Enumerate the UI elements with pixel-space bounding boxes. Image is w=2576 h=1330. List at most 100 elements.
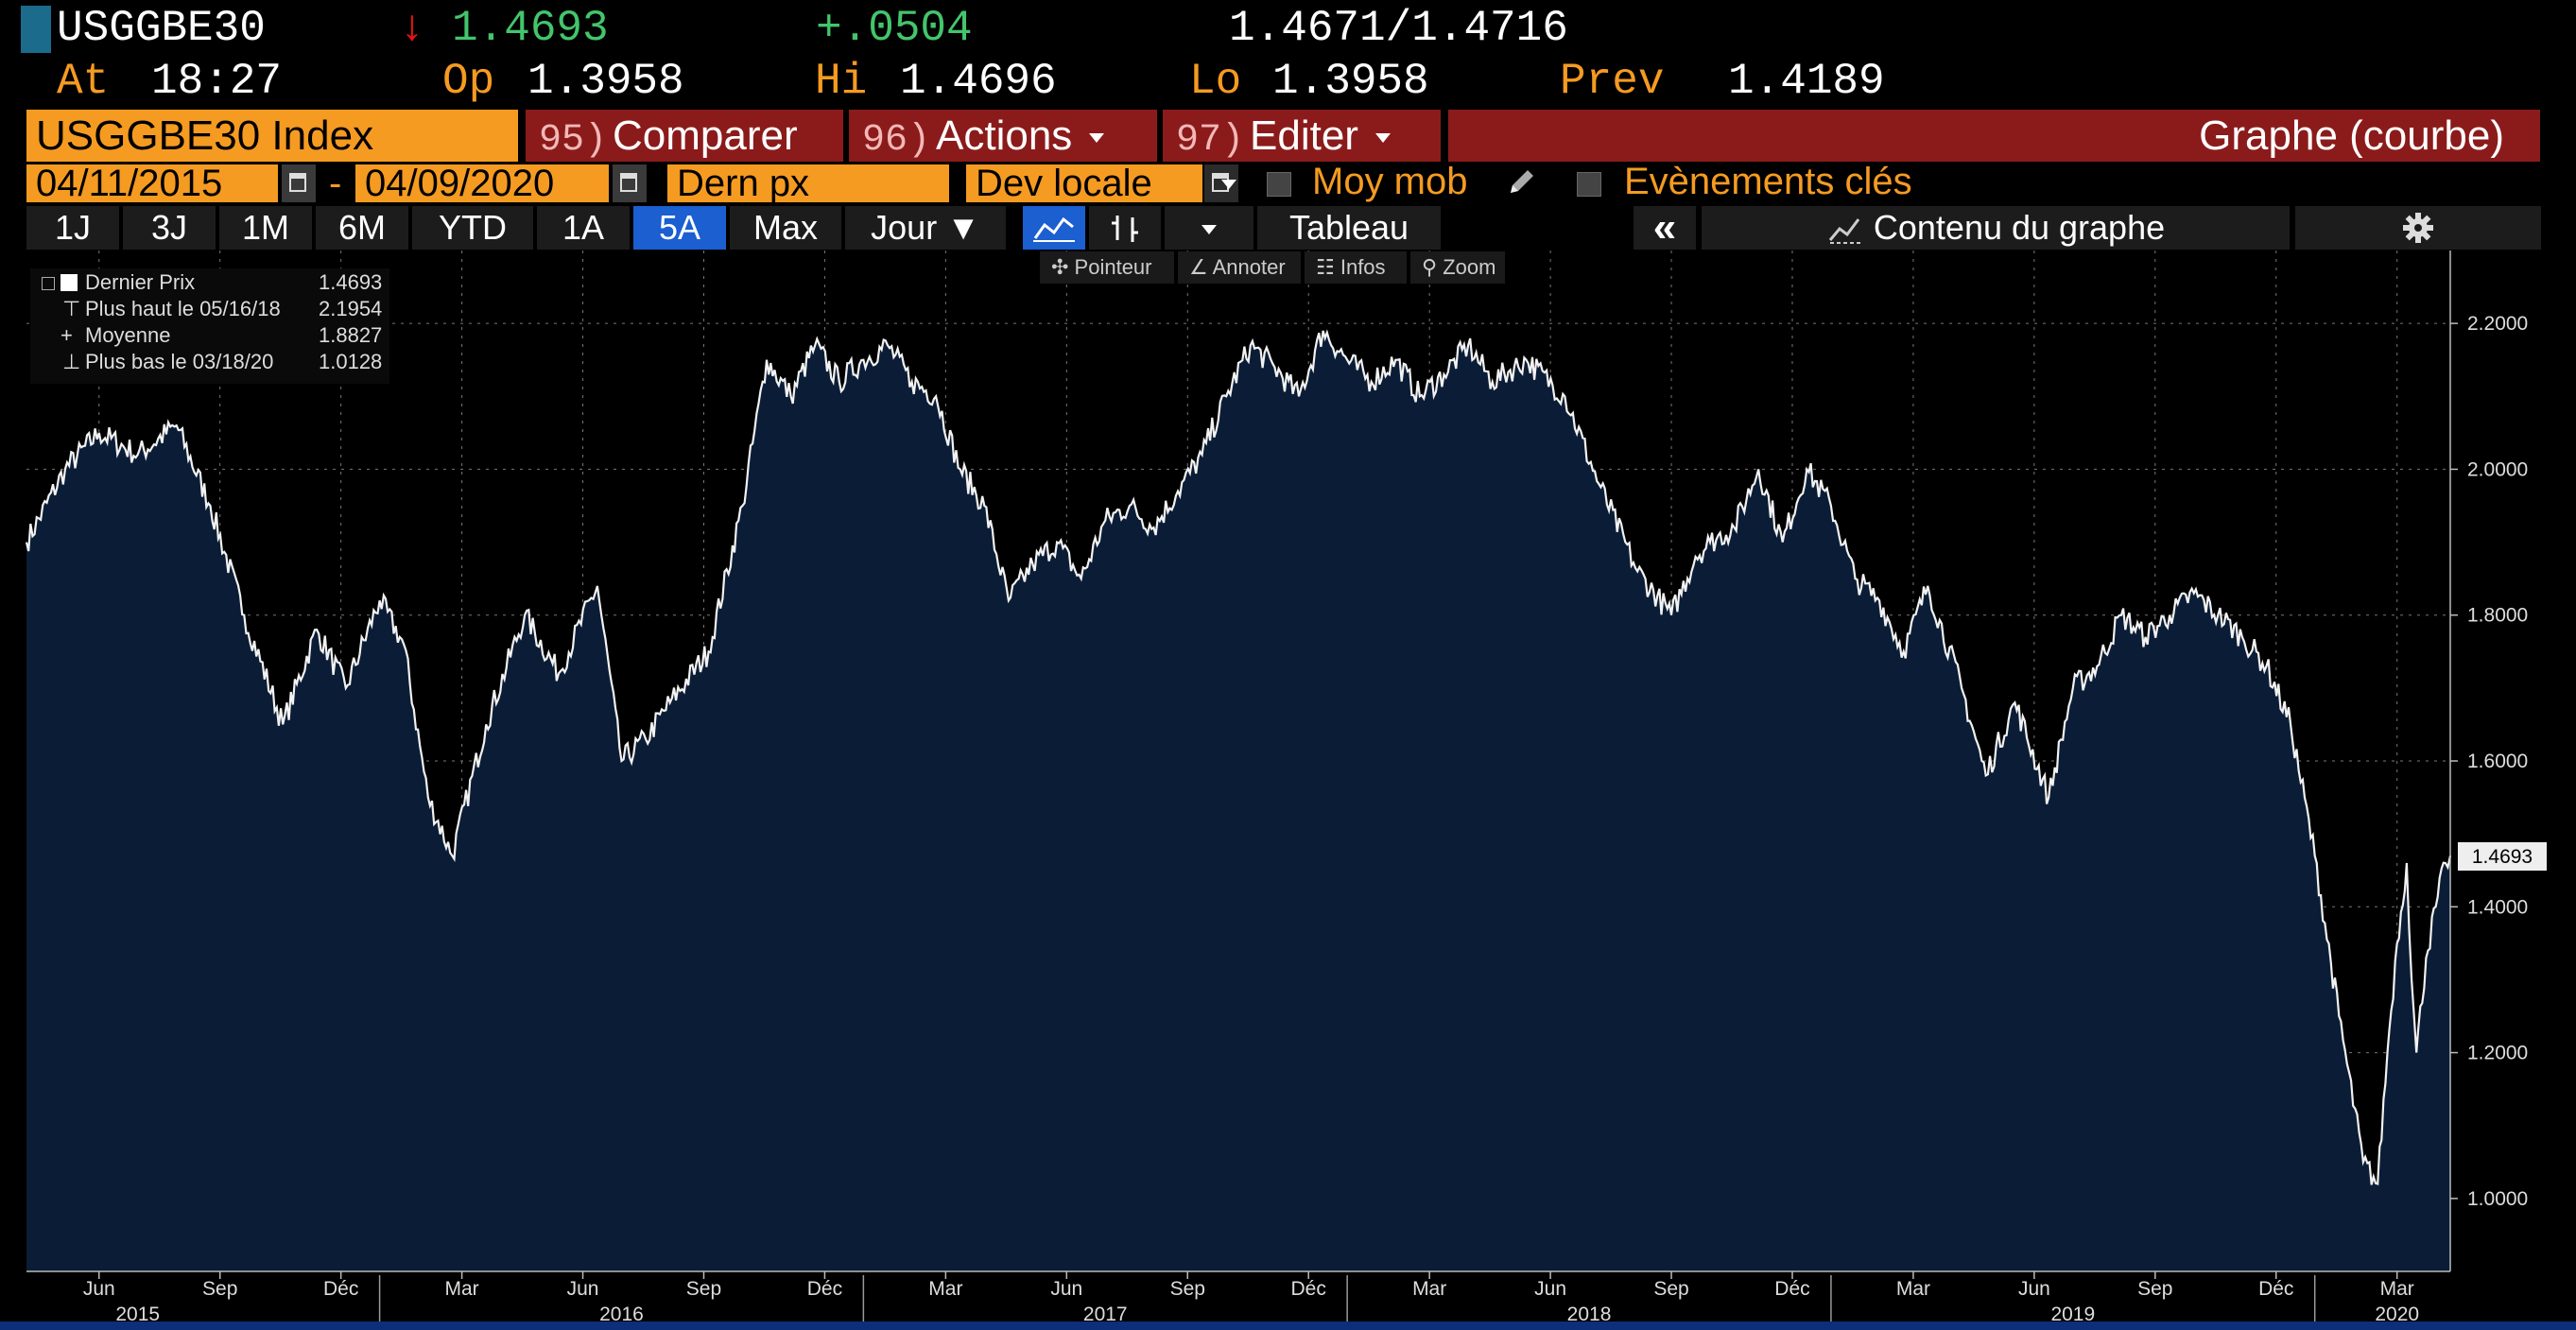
y-tick-label: 1.4000 (2467, 896, 2528, 918)
collapse-button[interactable]: « (1634, 206, 1696, 250)
period-3d[interactable]: 3J (123, 206, 216, 250)
high-label: Hi (815, 57, 868, 106)
chart-content-button[interactable]: Contenu du graphe (1702, 206, 2290, 250)
bar-chart-button[interactable] (1089, 206, 1161, 250)
last-value-tag: 1.4693 (2458, 842, 2547, 871)
x-tick-label: Déc (1774, 1278, 1809, 1300)
x-tick-label: Sep (686, 1278, 721, 1300)
chevron-down-icon (1221, 180, 1236, 189)
currency-select[interactable]: Dev locale (966, 164, 1202, 202)
moving-average-checkbox[interactable] (1267, 172, 1291, 197)
end-date-input[interactable]: 04/09/2020 (355, 164, 609, 202)
security-field[interactable]: USGGBE30 Index (26, 110, 518, 162)
legend-high-label: Plus haut le 05/16/18 (85, 297, 281, 320)
ticker-color-marker (21, 6, 51, 53)
chart-legend: Dernier Prix 1.4693 ⊤ Plus haut le 05/16… (30, 268, 389, 384)
legend-avg-value: 1.8827 (319, 323, 383, 347)
field-select[interactable]: Dern px (667, 164, 949, 202)
ticker: USGGBE30 (57, 4, 266, 53)
y-tick-label: 2.0000 (2467, 458, 2528, 480)
frequency-select[interactable]: Jour ▼ (845, 206, 1006, 250)
line-chart-icon (1033, 216, 1075, 242)
x-tick-label: Déc (1291, 1278, 1326, 1300)
table-button[interactable]: Tableau (1257, 206, 1441, 250)
last-price: 1.4693 (452, 4, 609, 53)
y-tick-label: 1.8000 (2467, 605, 2528, 627)
currency-dropdown-button[interactable] (1204, 164, 1238, 202)
legend-low-label: Plus bas le 03/18/20 (85, 350, 274, 373)
period-max[interactable]: Max (730, 206, 841, 250)
edit-shortcut: 97) (1176, 119, 1245, 162)
compare-label: Comparer (613, 112, 798, 159)
x-axis: Jun Sep Déc Mar Jun Sep Déc Mar Jun Sep Déc Mar Jun S… (83, 1271, 2419, 1325)
zoom-label: Zoom (1443, 255, 1496, 279)
x-tick-label: Jun (567, 1278, 599, 1300)
y-tick-label: 1.6000 (2467, 751, 2528, 772)
key-events-checkbox[interactable] (1577, 172, 1601, 197)
zoom-tool[interactable]: ⚲ Zoom (1410, 251, 1505, 284)
start-date-input[interactable]: 04/11/2015 (26, 164, 278, 202)
x-tick-label: Jun (2018, 1278, 2050, 1300)
down-arrow-icon: ↓ (399, 4, 425, 53)
chevron-down-icon (1089, 133, 1105, 144)
date-separator: - (329, 163, 342, 204)
at-label: At (57, 57, 110, 106)
price-line (25, 329, 2452, 1185)
legend-collapse-icon[interactable] (42, 277, 55, 290)
prev-label: Prev (1560, 57, 1665, 106)
legend-high-marker-icon: ⊤ (62, 297, 81, 320)
period-5y[interactable]: 5A (633, 206, 726, 250)
legend-swatch (61, 274, 78, 291)
edit-button[interactable]: 97) Editer (1163, 110, 1441, 162)
period-6m[interactable]: 6M (316, 206, 408, 250)
open-value: 1.3958 (527, 57, 684, 106)
pointer-tool[interactable]: ✣ Pointeur (1040, 251, 1174, 284)
x-tick-label: Sep (1653, 1278, 1688, 1300)
bottom-status-bar (0, 1321, 2576, 1330)
annotate-label: Annoter (1212, 255, 1286, 279)
x-tick-label: Mar (445, 1278, 479, 1300)
x-tick-label: Jun (1050, 1278, 1082, 1300)
x-tick-label: Déc (323, 1278, 358, 1300)
settings-button[interactable] (2295, 206, 2541, 250)
x-tick-label: Mar (2380, 1278, 2414, 1300)
year-label: 2020 (2375, 1304, 2419, 1325)
x-tick-label: Jun (1534, 1278, 1566, 1300)
x-tick-label: Jun (83, 1278, 115, 1300)
year-label: 2017 (1083, 1304, 1128, 1325)
pencil-icon[interactable] (1505, 166, 1537, 199)
compare-shortcut: 95) (539, 119, 608, 162)
price-area (26, 330, 2450, 1271)
actions-button[interactable]: 96) Actions (849, 110, 1157, 162)
line-chart-button[interactable] (1023, 206, 1085, 250)
bid-ask: 1.4671/1.4716 (1229, 4, 1568, 53)
edit-label: Editer (1250, 112, 1358, 159)
calendar-icon[interactable] (613, 164, 647, 202)
chart-style-dropdown[interactable] (1165, 206, 1253, 250)
annotate-tool[interactable]: ∠ Annoter (1178, 251, 1301, 284)
low-label: Lo (1189, 57, 1242, 106)
gear-icon (2403, 213, 2433, 243)
compare-button[interactable]: 95) Comparer (526, 110, 843, 162)
key-events-label: Evènements clés (1624, 161, 1912, 202)
y-tick-label: 1.0000 (2467, 1188, 2528, 1210)
legend-low-marker-icon: ⊥ (62, 350, 81, 373)
period-1d[interactable]: 1J (26, 206, 119, 250)
year-label: 2019 (2050, 1304, 2095, 1325)
ohlc-bars-icon (1112, 216, 1138, 242)
period-1y[interactable]: 1A (537, 206, 630, 250)
y-tick-label: 1.2000 (2467, 1043, 2528, 1064)
last-value-tag-label: 1.4693 (2472, 846, 2533, 868)
info-tool[interactable]: ☷ Infos (1305, 251, 1407, 284)
actions-label: Actions (936, 112, 1073, 159)
net-change: +.0504 (816, 4, 973, 53)
chart-content-icon (1828, 218, 1860, 245)
graph-type-label: Graphe (courbe) (2199, 112, 2504, 159)
legend-last-label: Dernier Prix (85, 270, 196, 294)
period-1m[interactable]: 1M (219, 206, 312, 250)
legend-avg-marker-icon: + (61, 323, 73, 347)
chevron-down-icon (1374, 133, 1391, 144)
calendar-icon[interactable] (282, 164, 316, 202)
period-ytd[interactable]: YTD (412, 206, 533, 250)
